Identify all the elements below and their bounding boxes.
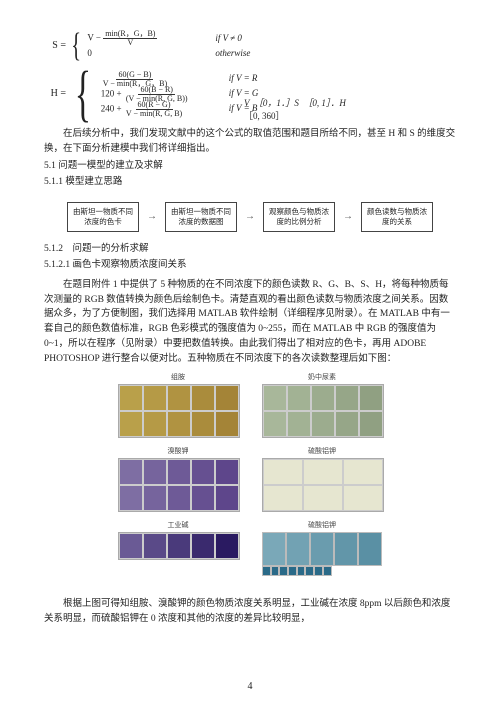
- color-swatch: [314, 566, 323, 576]
- color-swatch: [305, 566, 314, 576]
- color-swatch: [359, 385, 383, 411]
- color-swatch: [335, 411, 359, 437]
- color-swatch: [310, 532, 334, 566]
- chart-3: 溴酸钾: [118, 446, 238, 512]
- flow-step-2: 由斯坦一物质不同 浓度的数据图: [165, 202, 237, 232]
- formula-case: 240 + 60(R − G)V − min(R, G, B)if V = B: [101, 102, 259, 117]
- color-swatch: [215, 411, 239, 437]
- formula-h-lhs: H =: [44, 86, 68, 102]
- formula-case: 60(G − B)V − min(R，G，B)if V = R: [101, 72, 259, 87]
- heading-5-1-1: 5.1.1 模型建立思路: [44, 175, 456, 190]
- color-swatch: [119, 533, 143, 559]
- color-swatch: [343, 485, 383, 511]
- color-swatch: [215, 385, 239, 411]
- arrow-icon: →: [245, 209, 255, 225]
- color-swatch: [263, 485, 303, 511]
- page: S = { V − min(R，G，B)Vif V ≠ 00otherwise …: [0, 0, 500, 626]
- chart-1: 组胺: [118, 372, 238, 438]
- color-swatch: [167, 411, 191, 437]
- paragraph-body: 在题目附件 1 中提供了 5 种物质的在不同浓度下的颜色读数 R、G、B、S、H…: [44, 278, 456, 366]
- arrow-icon: →: [343, 209, 353, 225]
- color-swatch: [191, 385, 215, 411]
- flow-step-3: 观察颜色与物质浓 度的比例分析: [263, 202, 335, 232]
- chart-5: 工业碱: [118, 520, 238, 592]
- color-swatch: [191, 485, 215, 511]
- color-card-panel: 组胺 奶中尿素 溴酸钾 硫酸铝钾 工业碱 硫酸铝钾: [44, 372, 456, 592]
- color-swatch: [311, 411, 335, 437]
- color-swatch: [358, 532, 382, 566]
- formula-s-lhs: S =: [44, 38, 68, 54]
- color-swatch: [215, 485, 239, 511]
- brace-icon: {: [75, 67, 91, 121]
- color-swatch: [119, 459, 143, 485]
- color-swatch: [287, 411, 311, 437]
- brace-icon: {: [71, 31, 81, 61]
- color-swatch: [287, 385, 311, 411]
- color-swatch: [359, 411, 383, 437]
- color-swatch: [167, 459, 191, 485]
- formula-case: 120 + 60(B − R)(V − min(R, G, B))if V = …: [101, 87, 259, 102]
- color-swatch: [167, 385, 191, 411]
- heading-5-1: 5.1 问题一模型的建立及求解: [44, 159, 456, 174]
- color-swatch: [191, 459, 215, 485]
- color-swatch: [167, 533, 191, 559]
- color-swatch: [297, 566, 306, 576]
- page-number: 4: [0, 681, 500, 692]
- color-swatch: [311, 385, 335, 411]
- color-swatch: [215, 459, 239, 485]
- flow-step-4: 颜色读数与物质浓 度的关系: [361, 202, 433, 232]
- arrow-icon: →: [147, 209, 157, 225]
- color-swatch: [263, 385, 287, 411]
- color-swatch: [119, 411, 143, 437]
- color-swatch: [343, 459, 383, 485]
- color-swatch: [143, 485, 167, 511]
- color-swatch: [263, 411, 287, 437]
- color-swatch: [262, 532, 286, 566]
- color-swatch: [143, 459, 167, 485]
- flowchart: 由斯坦一物质不同 浓度的色卡 → 由斯坦一物质不同 浓度的数据图 → 观察颜色与…: [44, 202, 456, 232]
- color-swatch: [143, 385, 167, 411]
- flow-step-1: 由斯坦一物质不同 浓度的色卡: [67, 202, 139, 232]
- color-swatch: [119, 485, 143, 511]
- color-swatch: [288, 566, 297, 576]
- color-swatch: [279, 566, 288, 576]
- formula-s: S = { V − min(R，G，B)Vif V ≠ 00otherwise: [44, 31, 456, 61]
- color-swatch: [303, 485, 343, 511]
- color-swatch: [263, 459, 303, 485]
- value-ranges: V ［0，1．］S ［0, 1］．H ［0, 360］: [244, 97, 456, 122]
- color-swatch: [167, 485, 191, 511]
- chart-6: 硫酸铝钾: [262, 520, 382, 592]
- chart-2: 奶中尿素: [262, 372, 382, 438]
- paragraph-conclusion: 根据上图可得知组胺、溴酸钾的颜色物质浓度关系明显，工业碱在浓度 8ppm 以后颜…: [44, 597, 456, 626]
- color-swatch: [119, 385, 143, 411]
- color-swatch: [334, 532, 358, 566]
- color-swatch: [323, 566, 332, 576]
- color-swatch: [143, 411, 167, 437]
- color-swatch: [286, 532, 310, 566]
- chart-4: 硫酸铝钾: [262, 446, 382, 512]
- formula-case: 0otherwise: [87, 46, 250, 61]
- formula-case: V − min(R，G，B)Vif V ≠ 0: [87, 31, 250, 46]
- color-swatch: [271, 566, 280, 576]
- heading-5-1-2-1: 5.1.2.1 画色卡观察物质浓度间关系: [44, 258, 456, 273]
- color-swatch: [262, 566, 271, 576]
- heading-5-1-2: 5.1.2 问题一的分析求解: [44, 242, 456, 257]
- color-swatch: [143, 533, 167, 559]
- paragraph-intro: 在后续分析中，我们发现文献中的这个公式的取值范围和题目所给不同，甚至 H 和 S…: [44, 127, 456, 156]
- color-swatch: [191, 411, 215, 437]
- color-swatch: [303, 459, 343, 485]
- color-swatch: [215, 533, 239, 559]
- color-swatch: [335, 385, 359, 411]
- color-swatch: [191, 533, 215, 559]
